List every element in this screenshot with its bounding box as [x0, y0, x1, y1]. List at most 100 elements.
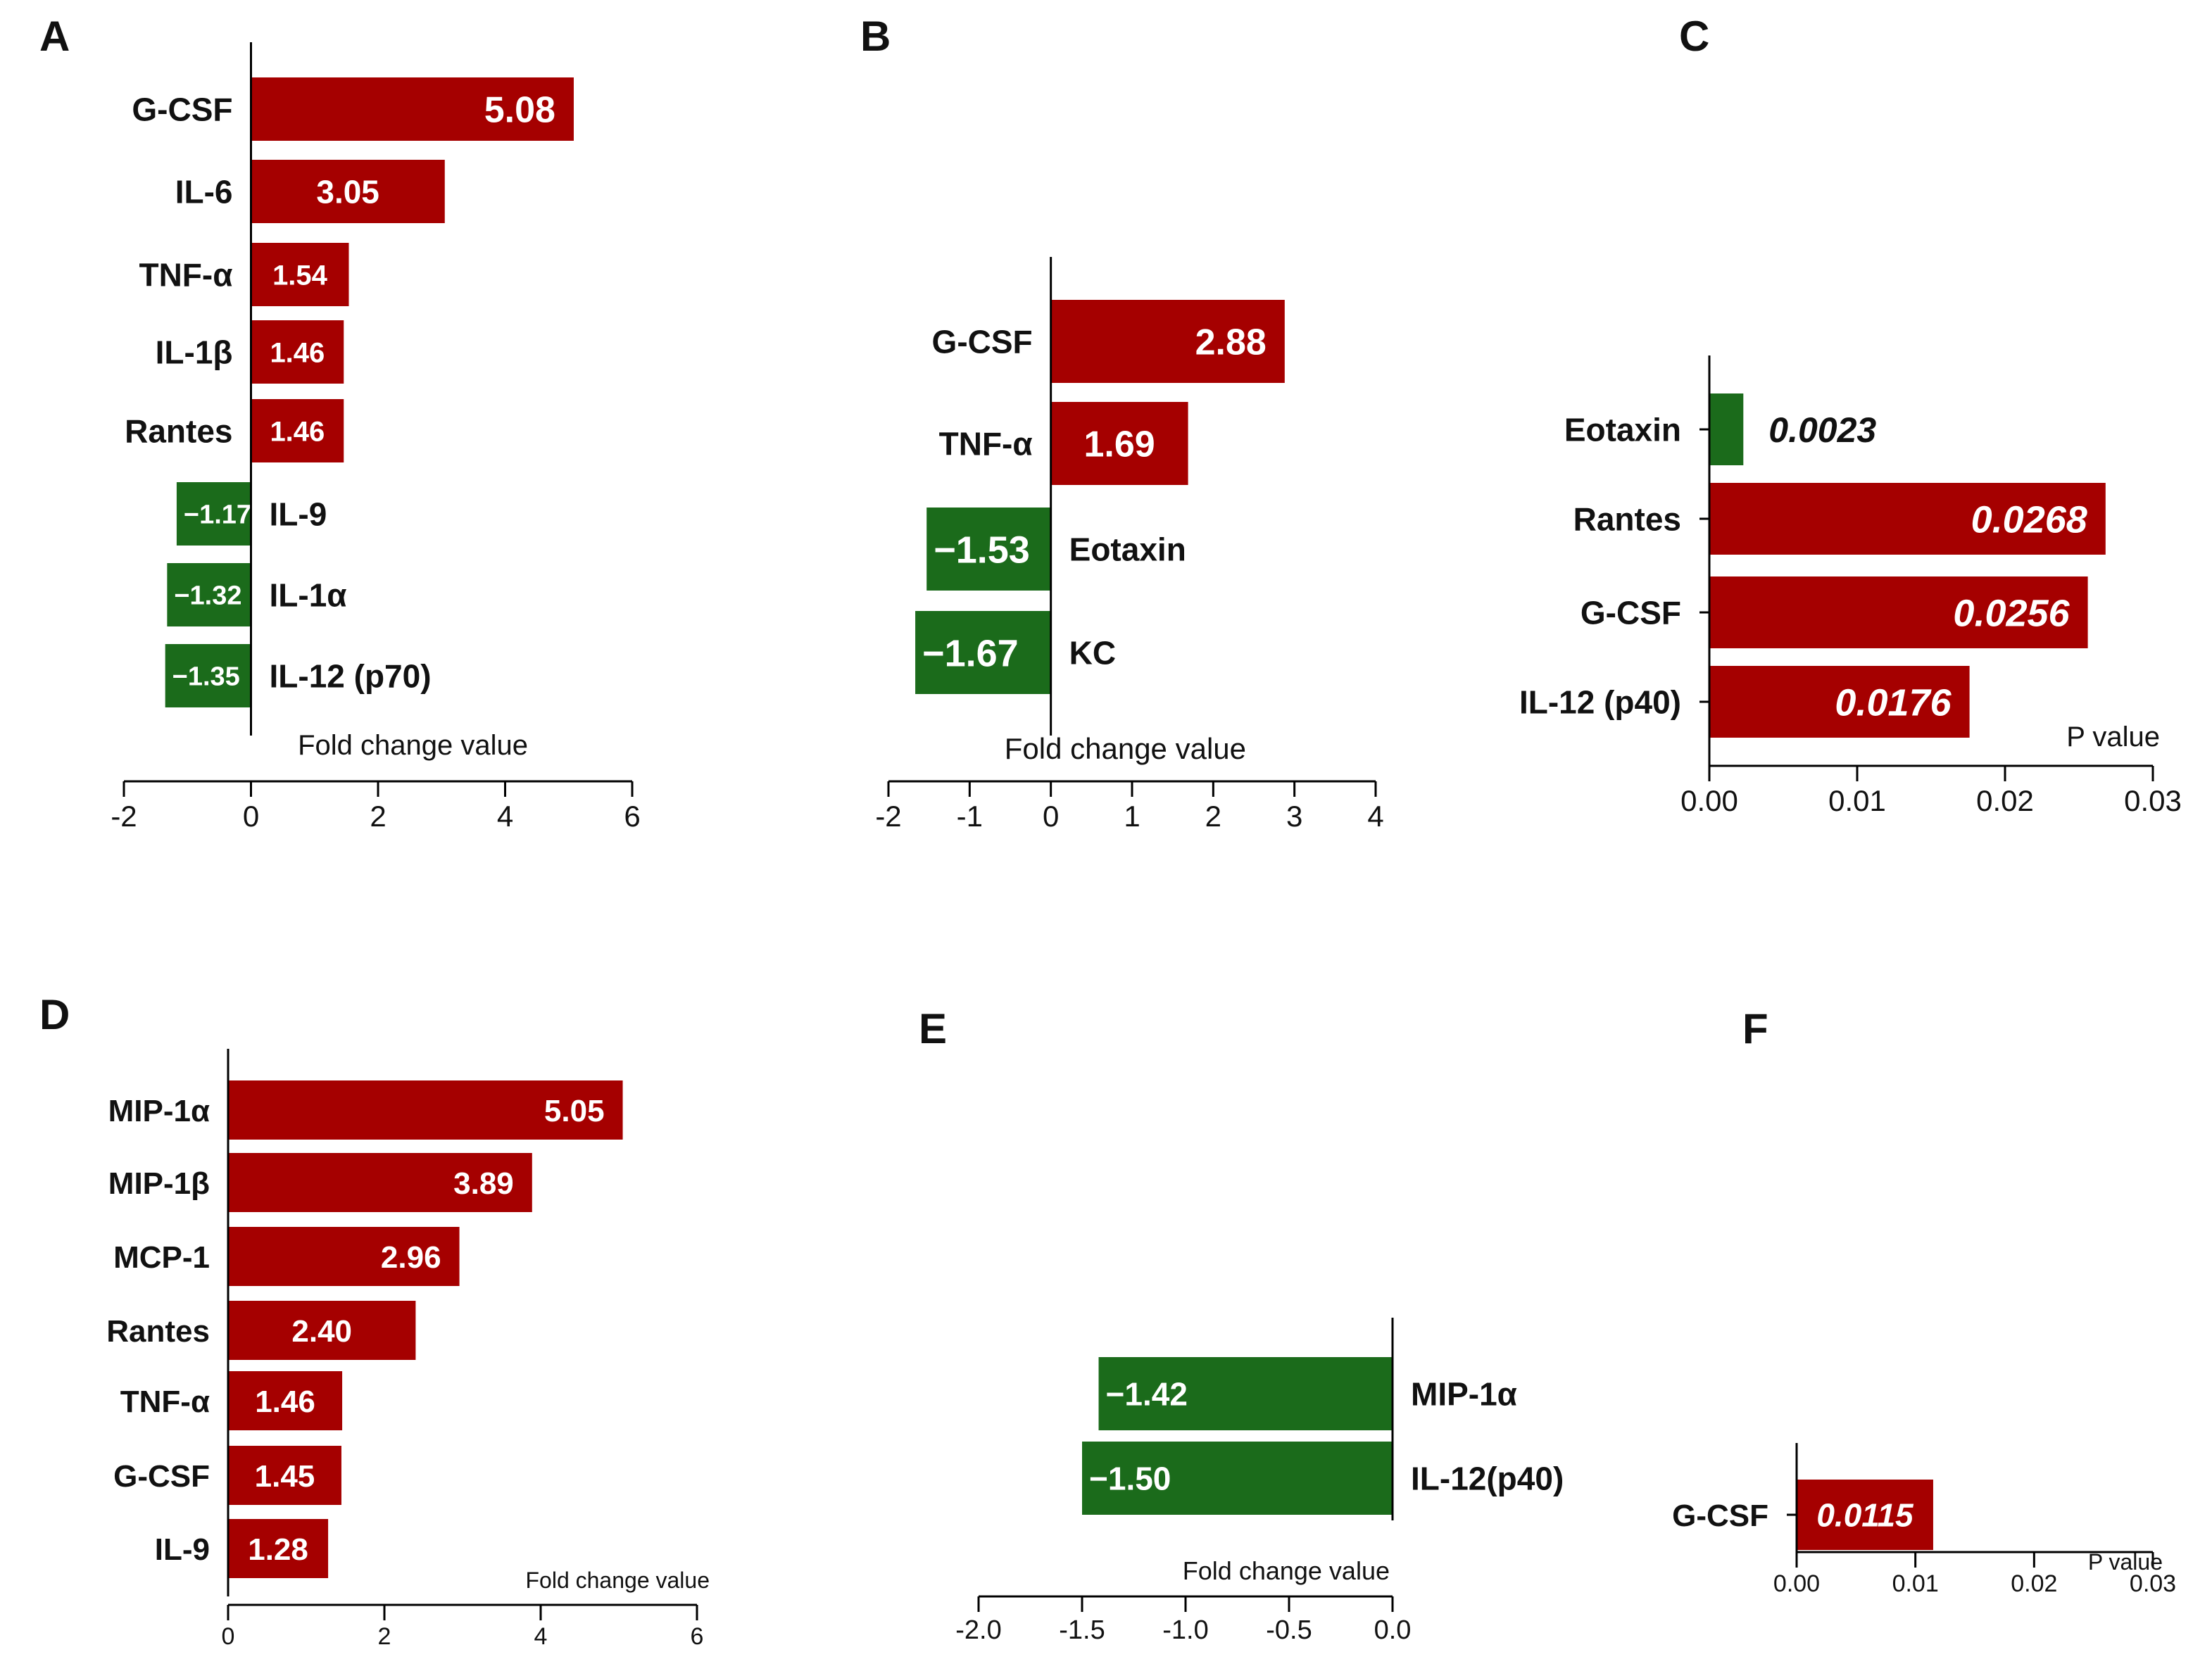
- x-axis-title-f: P value: [2088, 1549, 2163, 1575]
- value-label-d-3: 2.96: [381, 1240, 441, 1275]
- x-tick-label-d-1: 0: [222, 1623, 235, 1650]
- category-label-d-2: MIP-1β: [108, 1166, 210, 1201]
- x-tick-label-c-4: 0.03: [2124, 784, 2182, 817]
- category-label-a-1: G-CSF: [132, 92, 232, 128]
- category-label-c-2: Rantes: [1573, 501, 1681, 538]
- value-label-a-5: 1.46: [270, 416, 325, 447]
- panel-letter-f: F: [1742, 1005, 1768, 1052]
- bar-b-3: [926, 508, 1051, 591]
- panel-letter-b: B: [860, 13, 891, 60]
- x-axis-title-d: Fold change value: [525, 1568, 710, 1593]
- value-label-a-8: −1.35: [172, 662, 240, 692]
- x-tick-label-f-1: 0.00: [1773, 1570, 1820, 1597]
- category-label-c-1: Eotaxin: [1564, 412, 1681, 448]
- x-axis-title-b: Fold change value: [1005, 732, 1246, 765]
- x-tick-label-b-5: 2: [1205, 800, 1221, 833]
- x-tick-label-e-4: -0.5: [1266, 1615, 1312, 1645]
- category-label-b-2: TNF-α: [939, 426, 1033, 462]
- category-label-d-5: TNF-α: [120, 1385, 210, 1419]
- bar-b-2: [1050, 402, 1188, 485]
- x-tick-label-b-1: -2: [875, 800, 901, 833]
- value-label-a-2: 3.05: [316, 174, 379, 210]
- bar-a-3: [251, 243, 349, 306]
- value-label-b-4: −1.67: [922, 632, 1019, 674]
- value-label-c-4: 0.0176: [1835, 681, 1952, 724]
- category-label-a-2: IL-6: [175, 174, 233, 210]
- bar-c-2: [1709, 483, 2106, 555]
- x-axis-title-e: Fold change value: [1183, 1556, 1390, 1585]
- x-tick-label-c-1: 0.00: [1680, 784, 1738, 817]
- value-label-a-4: 1.46: [270, 337, 325, 368]
- x-tick-label-d-3: 4: [534, 1623, 548, 1650]
- x-tick-label-c-3: 0.02: [1976, 784, 2034, 817]
- bar-c-4: [1709, 666, 1970, 738]
- value-label-a-6: −1.17: [184, 500, 251, 530]
- value-label-d-5: 1.46: [255, 1385, 315, 1419]
- value-label-d-7: 1.28: [248, 1532, 308, 1567]
- bar-d-7: [228, 1519, 329, 1578]
- category-label-a-4: IL-1β: [156, 334, 233, 371]
- bar-a-2: [251, 160, 445, 223]
- value-label-f-1: 0.0115: [1816, 1497, 1914, 1534]
- x-tick-label-e-1: -2.0: [955, 1615, 1001, 1645]
- value-label-d-4: 2.40: [291, 1314, 352, 1349]
- x-tick-label-d-4: 6: [691, 1623, 704, 1650]
- category-label-c-4: IL-12 (p40): [1519, 684, 1681, 721]
- x-tick-label-a-5: 6: [624, 800, 640, 833]
- bar-d-2: [228, 1153, 532, 1212]
- value-label-d-2: 3.89: [453, 1166, 514, 1201]
- x-tick-label-d-2: 2: [378, 1623, 391, 1650]
- panel-letter-c: C: [1679, 13, 1709, 60]
- x-tick-label-f-2: 0.01: [1892, 1570, 1939, 1597]
- category-label-a-8: IL-12 (p70): [270, 658, 432, 695]
- bar-a-7: [167, 563, 251, 626]
- category-label-a-7: IL-1α: [270, 577, 347, 614]
- x-tick-label-e-2: -1.5: [1059, 1615, 1105, 1645]
- x-tick-label-e-3: -1.0: [1162, 1615, 1208, 1645]
- x-axis-title-a: Fold change value: [298, 730, 528, 761]
- value-label-d-1: 5.05: [544, 1094, 605, 1128]
- panel-letter-e: E: [919, 1005, 947, 1052]
- x-tick-label-f-3: 0.02: [2011, 1570, 2057, 1597]
- x-tick-label-b-3: 0: [1043, 800, 1059, 833]
- bar-d-5: [228, 1371, 343, 1430]
- category-label-d-6: G-CSF: [113, 1459, 210, 1494]
- bar-e-1: [1098, 1357, 1393, 1430]
- category-label-e-1: MIP-1α: [1411, 1376, 1517, 1413]
- x-tick-label-e-5: 0.0: [1374, 1615, 1412, 1645]
- value-label-d-6: 1.45: [255, 1459, 315, 1494]
- x-tick-label-b-6: 3: [1286, 800, 1302, 833]
- x-axis-title-c: P value: [2066, 721, 2160, 752]
- value-label-e-1: −1.42: [1106, 1376, 1188, 1413]
- category-label-c-3: G-CSF: [1581, 595, 1681, 631]
- panel-letter-d: D: [39, 991, 70, 1038]
- value-label-c-3: 0.0256: [1953, 592, 2070, 634]
- category-label-f-1: G-CSF: [1672, 1499, 1768, 1533]
- bar-d-6: [228, 1446, 341, 1505]
- category-label-d-7: IL-9: [155, 1532, 210, 1567]
- bar-a-8: [165, 644, 251, 707]
- bar-a-6: [176, 482, 251, 546]
- category-label-a-3: TNF-α: [139, 257, 232, 294]
- bar-b-1: [1050, 300, 1285, 383]
- bar-c-1: [1709, 393, 1744, 465]
- category-label-d-3: MCP-1: [113, 1240, 210, 1275]
- x-tick-label-b-4: 1: [1124, 800, 1140, 833]
- bar-a-5: [251, 399, 344, 462]
- value-label-e-2: −1.50: [1089, 1461, 1171, 1497]
- x-tick-label-b-7: 4: [1367, 800, 1383, 833]
- bar-d-1: [228, 1080, 623, 1140]
- category-label-b-4: KC: [1069, 635, 1116, 672]
- x-tick-label-a-3: 2: [370, 800, 386, 833]
- value-label-b-2: 1.69: [1084, 424, 1155, 465]
- category-label-e-2: IL-12(p40): [1411, 1461, 1564, 1497]
- category-label-a-6: IL-9: [270, 496, 327, 533]
- x-tick-label-c-2: 0.01: [1828, 784, 1886, 817]
- category-label-b-3: Eotaxin: [1069, 531, 1186, 568]
- bar-c-3: [1709, 576, 2088, 648]
- x-tick-label-a-2: 0: [243, 800, 259, 833]
- x-tick-label-b-2: -1: [957, 800, 983, 833]
- bar-e-2: [1082, 1442, 1393, 1515]
- category-label-b-1: G-CSF: [932, 324, 1033, 360]
- value-label-b-1: 2.88: [1195, 322, 1267, 363]
